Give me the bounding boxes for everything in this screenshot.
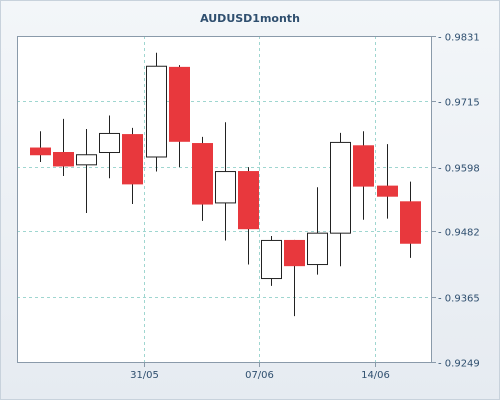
candle-body [400, 201, 421, 244]
x-tick-label: 14/06 [361, 370, 390, 381]
candle-layer [30, 52, 421, 317]
candle-down [192, 136, 213, 221]
y-tick-label: - 0.9482 [438, 228, 480, 239]
axis-layer: - 0.9831 - 0.9715 - 0.9598 - 0.9482 - 0.9365… [17, 33, 480, 381]
candle-body [53, 152, 74, 167]
candle-body [307, 232, 328, 266]
candle-body [353, 145, 374, 187]
candle-body [99, 132, 120, 154]
candle-down [284, 239, 305, 317]
candle-down [400, 181, 421, 258]
x-tick-label: 07/06 [245, 370, 274, 381]
chart-title: AUDUSD1month [200, 12, 300, 25]
candle-up [146, 52, 167, 172]
x-tick-label: 31/05 [130, 370, 159, 381]
candle-body [215, 171, 236, 204]
candle-down [122, 127, 143, 205]
candle-down [169, 65, 190, 168]
candle-down [30, 131, 51, 163]
candle-body [30, 147, 51, 156]
candle-up [215, 122, 236, 241]
candle-down [353, 131, 374, 220]
candle-body [261, 239, 282, 280]
candle-down [238, 167, 259, 265]
candle-body [377, 185, 398, 197]
candle-up [261, 235, 282, 286]
y-tick-label: - 0.9715 [438, 98, 480, 109]
candle-body [146, 65, 167, 158]
y-tick-label: - 0.9365 [438, 294, 480, 305]
candle-body [169, 66, 190, 142]
candle-body [330, 141, 351, 234]
y-tick-label: - 0.9831 [438, 33, 480, 44]
y-tick-label: - 0.9249 [438, 359, 480, 370]
candle-body [192, 143, 213, 205]
candle-body [76, 154, 97, 166]
candle-body [122, 134, 143, 185]
candle-up [99, 115, 120, 179]
candle-body [238, 171, 259, 230]
plot-border [17, 36, 432, 363]
y-tick-label: - 0.9598 [438, 164, 480, 175]
candle-body [284, 239, 305, 267]
candle-up [307, 187, 328, 275]
candle-down [377, 144, 398, 219]
candle-up [330, 132, 351, 267]
candle-up [76, 128, 97, 214]
candle-down [53, 118, 74, 177]
